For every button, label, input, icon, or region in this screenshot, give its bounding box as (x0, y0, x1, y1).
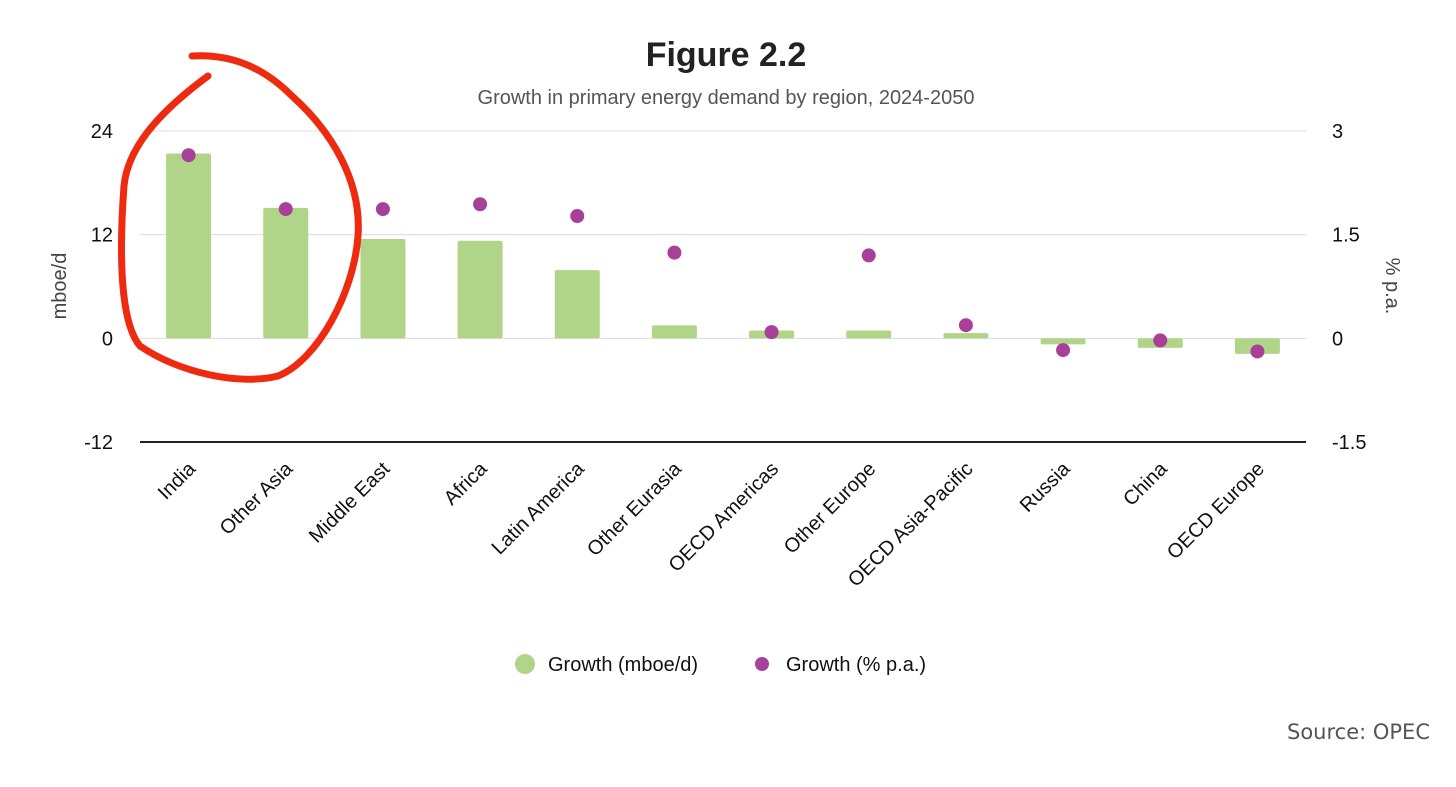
right-tick-label: 0 (1332, 328, 1343, 350)
dot (861, 248, 876, 263)
bar (263, 207, 309, 339)
legend-swatch-bars (515, 654, 535, 674)
category-label: Other Eurasia (583, 457, 686, 560)
bar (457, 240, 503, 339)
bar (166, 153, 212, 339)
right-axis-label: % p.a. (1381, 258, 1403, 315)
left-tick-label: 0 (102, 328, 113, 350)
bar (554, 270, 600, 339)
right-tick-label: 3 (1332, 121, 1343, 143)
left-tick-label: -12 (84, 432, 113, 454)
category-label: OECD Europe (1163, 458, 1269, 564)
bar-series (166, 153, 1280, 354)
right-axis-ticks: 3 1.5 0 -1.5 (1332, 121, 1366, 454)
dot (181, 148, 196, 163)
dot (1153, 333, 1168, 348)
chart-title: Figure 2.2 (646, 36, 807, 74)
bar (360, 238, 406, 339)
dot (764, 325, 779, 340)
category-label: Russia (1016, 457, 1075, 516)
right-tick-label: -1.5 (1332, 432, 1366, 454)
category-label: Latin America (488, 457, 590, 559)
category-label: Africa (440, 457, 492, 509)
category-label: India (154, 457, 201, 504)
dot (958, 318, 973, 333)
dot (375, 202, 390, 217)
bar (846, 330, 892, 339)
legend: Growth (mboe/d) Growth (% p.a.) (515, 654, 926, 676)
dot-series (181, 148, 1265, 359)
legend-swatch-dots (755, 657, 769, 671)
category-label: Other Asia (216, 457, 298, 539)
bar (943, 333, 989, 339)
dot (1250, 344, 1265, 359)
category-label: China (1119, 457, 1172, 510)
right-tick-label: 1.5 (1332, 225, 1360, 247)
dot (667, 245, 682, 260)
left-axis-label: mboe/d (49, 253, 71, 320)
dot (473, 197, 488, 212)
bar (1040, 338, 1086, 345)
gridlines (140, 130, 1306, 443)
left-axis-ticks: 24 12 0 -12 (84, 121, 113, 454)
legend-label-dots: Growth (% p.a.) (786, 654, 926, 676)
highlight-circle (118, 52, 362, 383)
legend-label-bars: Growth (mboe/d) (548, 654, 698, 676)
source-note: Source: OPEC (1286, 720, 1430, 744)
bar (651, 325, 697, 339)
category-label: Other Europe (780, 458, 880, 558)
chart-subtitle: Growth in primary energy demand by regio… (478, 87, 975, 109)
left-tick-label: 24 (91, 121, 113, 143)
category-label: Middle East (305, 458, 395, 548)
dot (1056, 343, 1071, 358)
left-tick-label: 12 (91, 225, 113, 247)
dot (570, 209, 585, 224)
dot (278, 202, 293, 217)
